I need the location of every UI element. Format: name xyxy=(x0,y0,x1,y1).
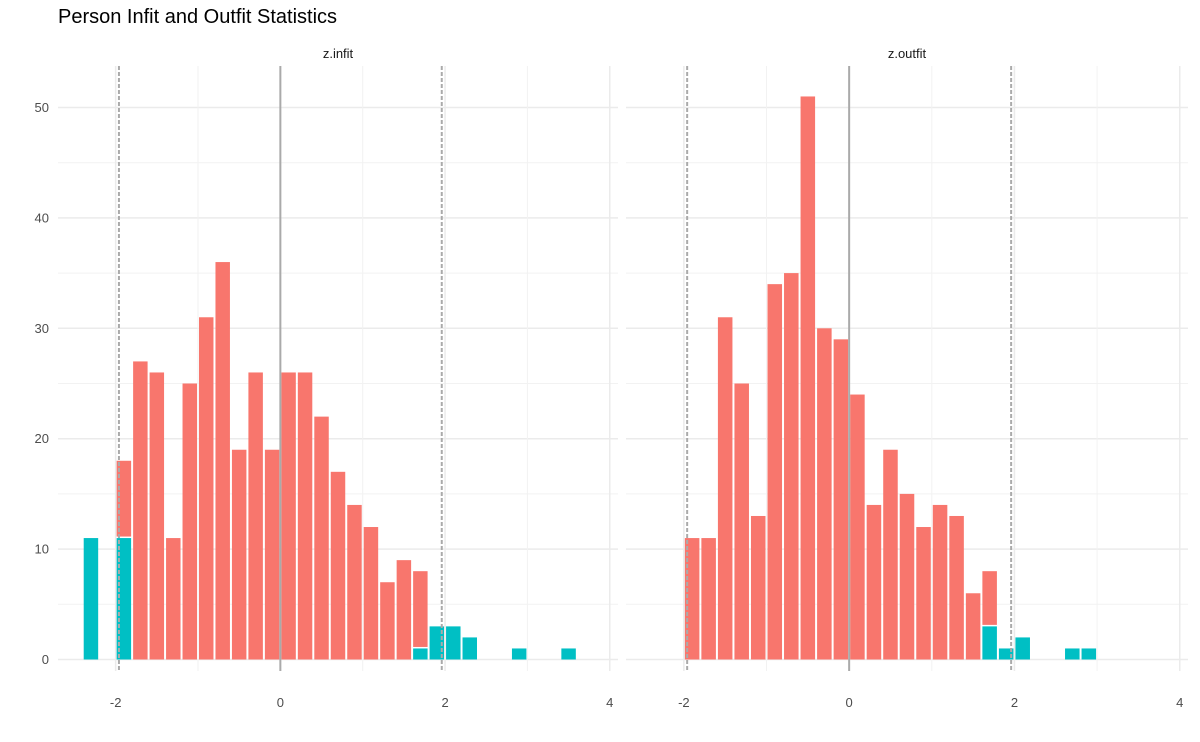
bar-within xyxy=(215,262,230,660)
bar-within xyxy=(330,471,346,660)
bar-within xyxy=(717,317,733,660)
bar-outside xyxy=(83,538,99,660)
bar-within xyxy=(248,372,263,660)
x-tick-label: 2 xyxy=(441,695,448,710)
bar-outside xyxy=(429,626,445,660)
bar-outside xyxy=(116,538,132,660)
bar-within xyxy=(949,515,964,660)
bar-within xyxy=(866,504,882,660)
bar-within xyxy=(767,284,783,660)
x-tick-label: -2 xyxy=(678,695,690,710)
bar-outside xyxy=(511,648,527,660)
bar-within xyxy=(817,328,832,660)
bar-outside xyxy=(1081,648,1097,660)
bar-within xyxy=(982,571,997,625)
bar-outside xyxy=(462,637,477,660)
bar-within xyxy=(784,273,799,660)
bar-within xyxy=(734,383,749,660)
bar-outside xyxy=(1015,637,1030,660)
y-tick-label: 30 xyxy=(35,321,49,336)
bar-within xyxy=(363,527,379,660)
x-tick-label: 4 xyxy=(606,695,613,710)
bar-within xyxy=(199,317,214,660)
bar-within xyxy=(750,515,766,660)
bar-within xyxy=(883,449,898,660)
bar-within xyxy=(932,504,948,660)
y-tick-label: 0 xyxy=(42,652,49,667)
bar-within xyxy=(800,96,816,660)
x-tick-label: 2 xyxy=(1011,695,1018,710)
bar-outside xyxy=(446,626,461,660)
chart-title: Person Infit and Outfit Statistics xyxy=(58,6,338,28)
bar-outside xyxy=(982,626,997,660)
bar-within xyxy=(314,416,329,660)
bar-outside xyxy=(998,648,1014,660)
x-tick-label: 4 xyxy=(1176,695,1183,710)
bar-within xyxy=(166,538,181,660)
bar-within xyxy=(149,372,165,660)
bar-within xyxy=(684,538,700,660)
facet-panel-z-infit: z.infit -2 0 2 4 xyxy=(58,46,618,710)
bar-within xyxy=(297,372,313,660)
x-tick-label: 0 xyxy=(277,695,284,710)
bar-within xyxy=(899,493,915,660)
y-tick-label: 10 xyxy=(35,542,49,557)
bar-within xyxy=(396,560,412,660)
bar-within xyxy=(850,394,865,660)
bar-within xyxy=(347,504,362,660)
x-tick-label: 0 xyxy=(846,695,853,710)
bar-within xyxy=(116,460,132,537)
bar-outside xyxy=(561,648,576,660)
x-tick-label: -2 xyxy=(110,695,122,710)
facet-strip-label: z.infit xyxy=(323,46,354,61)
bar-within xyxy=(264,449,280,660)
facet-panel-z-outfit: z.outfit -2 0 2 4 xyxy=(626,46,1188,710)
bar-within xyxy=(380,582,395,660)
bar-within xyxy=(133,361,148,660)
bar-within xyxy=(701,538,716,660)
y-tick-label: 50 xyxy=(35,100,49,115)
facet-strip-label: z.outfit xyxy=(888,46,927,61)
bar-outside xyxy=(413,648,428,660)
bar-within xyxy=(965,593,981,660)
bar-within xyxy=(833,339,849,660)
y-tick-label: 20 xyxy=(35,431,49,446)
bar-within xyxy=(182,383,197,660)
bar-within xyxy=(231,449,247,660)
bar-outside xyxy=(1065,648,1080,660)
y-tick-label: 40 xyxy=(35,210,49,225)
bar-within xyxy=(916,527,931,660)
bar-within xyxy=(413,571,428,647)
bar-within xyxy=(281,372,296,660)
